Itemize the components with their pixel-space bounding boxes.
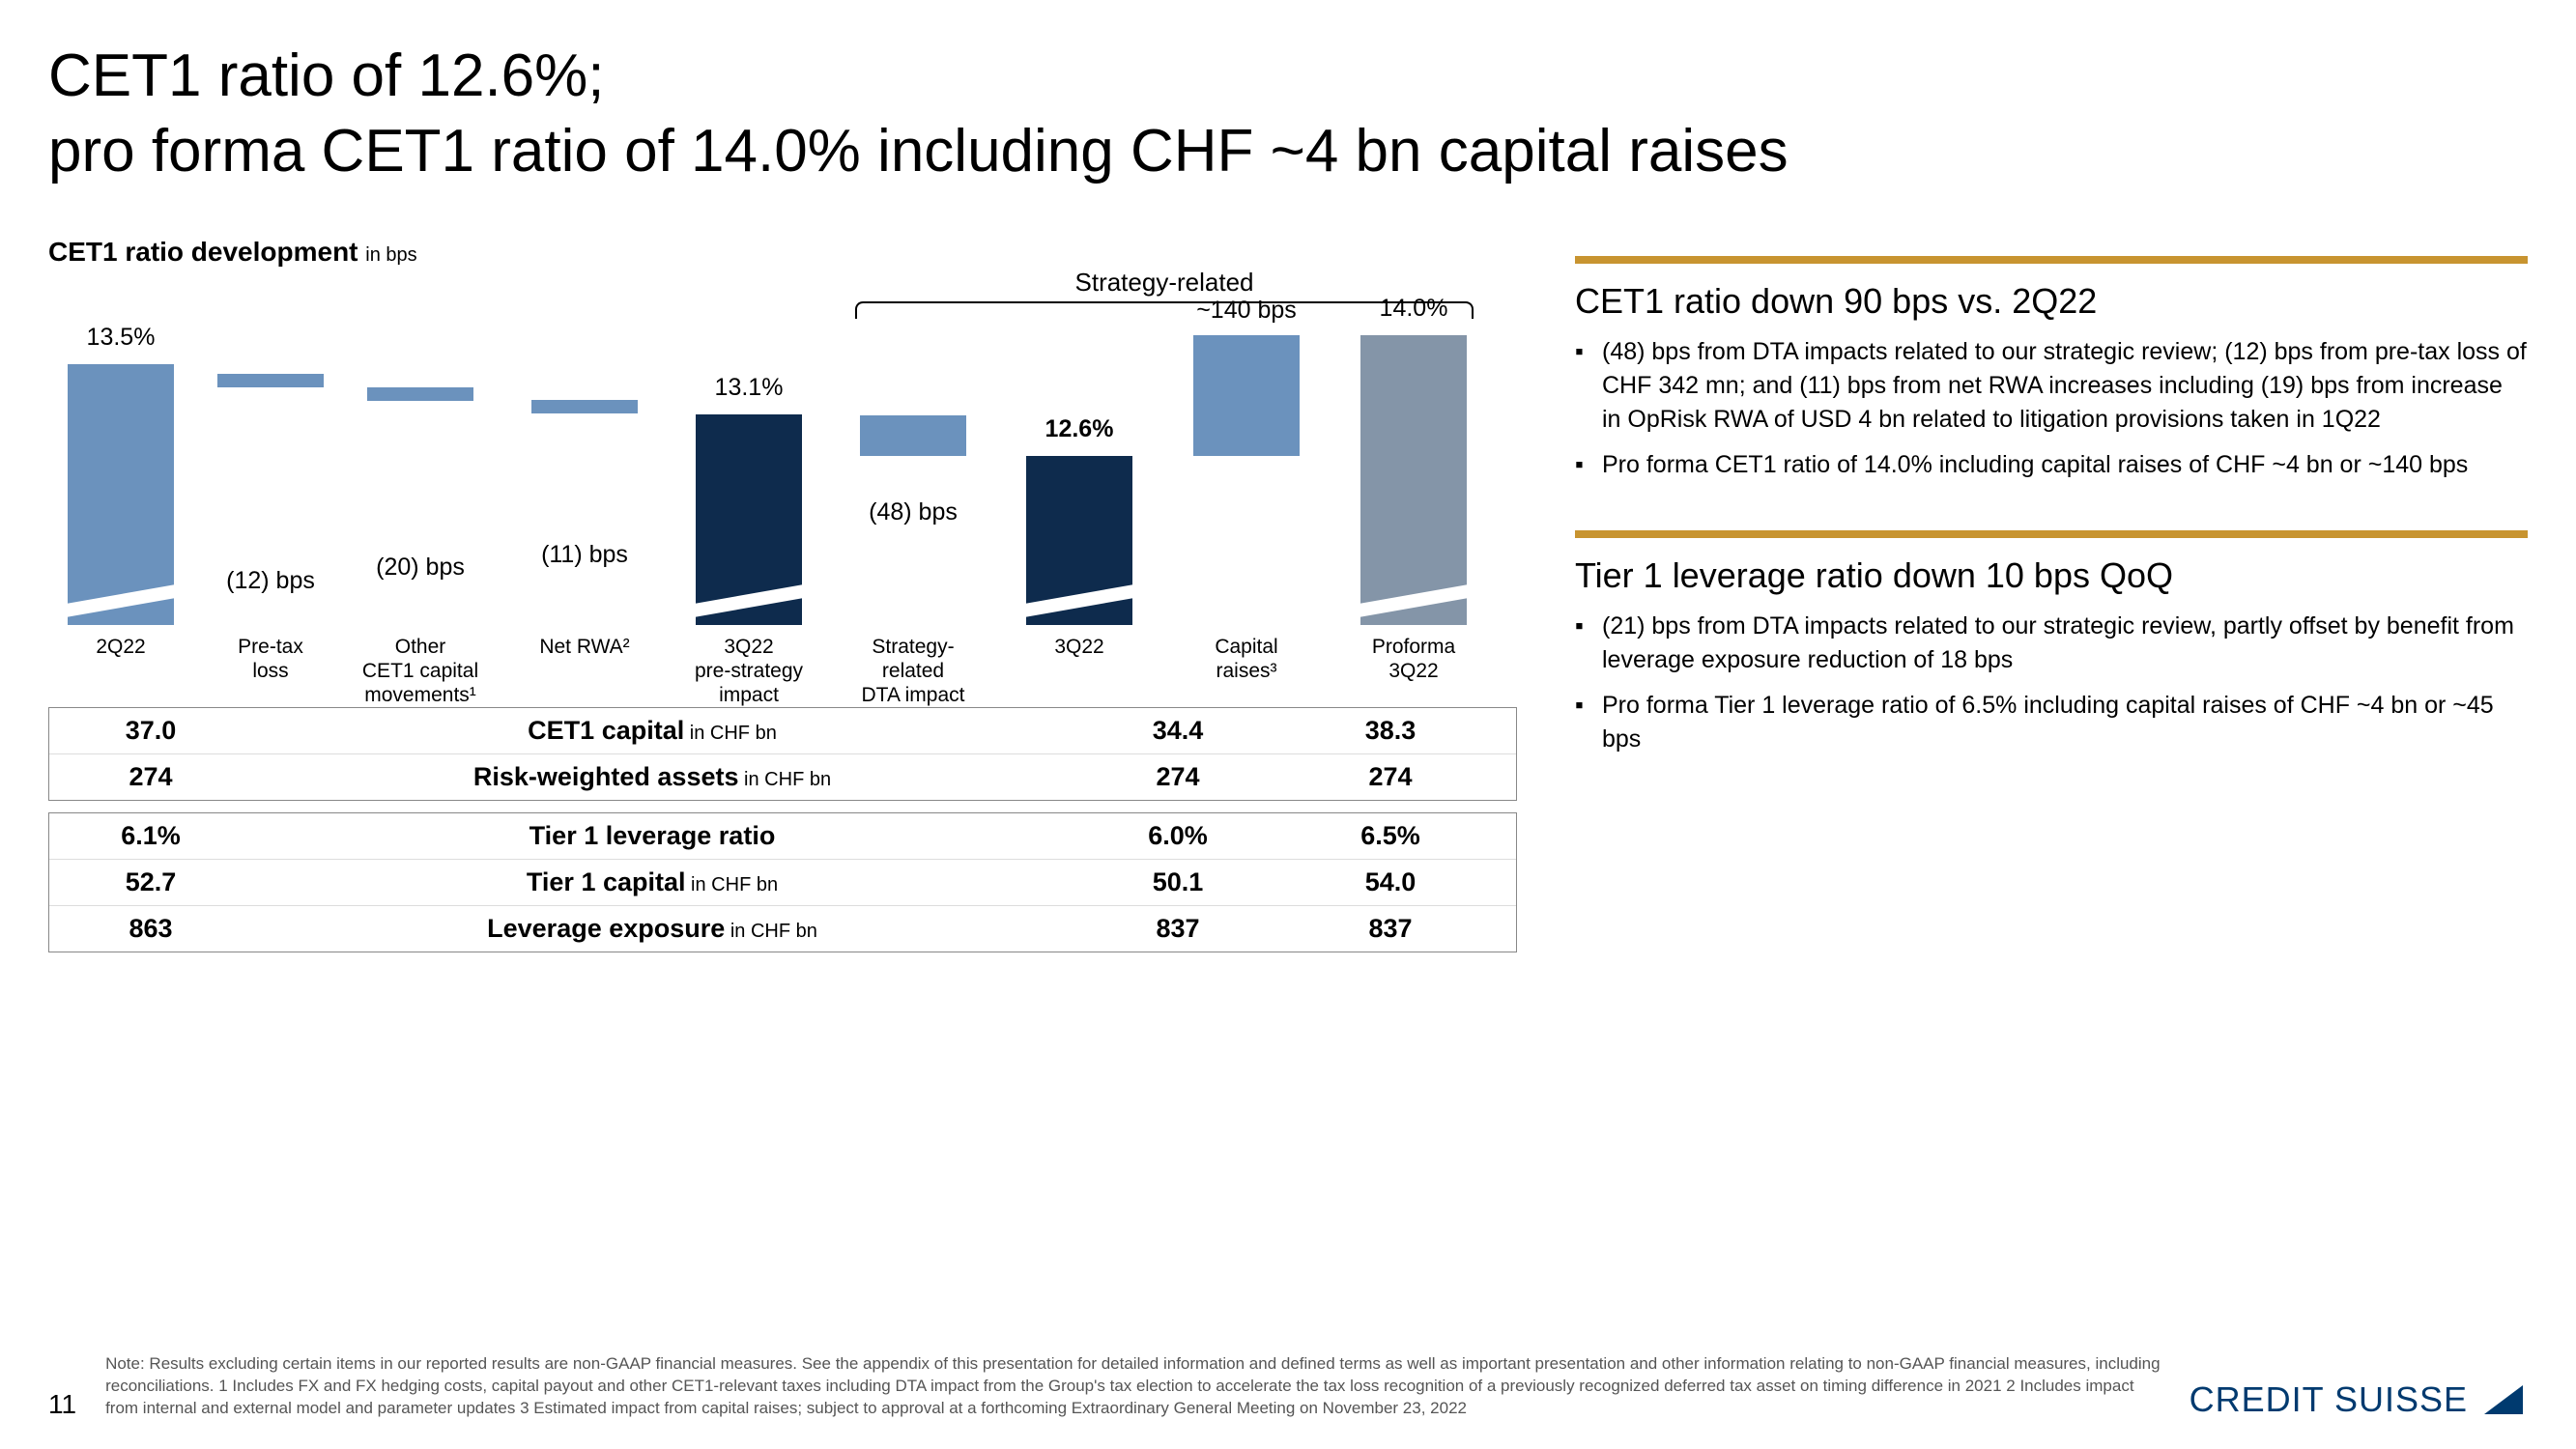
bullet-text: Pro forma Tier 1 leverage ratio of 6.5% … xyxy=(1602,689,2528,756)
bar-bottom-label-1: Pre-taxloss xyxy=(193,635,348,683)
info-section-1: Tier 1 leverage ratio down 10 bps QoQ ▪(2… xyxy=(1575,530,2528,756)
table-cell: 837 xyxy=(1284,914,1497,944)
chart-bar-7 xyxy=(1193,335,1300,456)
table-row: 37.0CET1 capital in CHF bn34.438.3 xyxy=(49,708,1516,754)
bar-top-label-5: (48) bps xyxy=(841,498,986,526)
bar-top-label-2: (20) bps xyxy=(348,554,493,582)
sail-icon xyxy=(2479,1380,2528,1419)
bullet-item: ▪Pro forma Tier 1 leverage ratio of 6.5%… xyxy=(1575,689,2528,756)
info-section-0: CET1 ratio down 90 bps vs. 2Q22 ▪(48) bps… xyxy=(1575,256,2528,482)
table-cell: 6.5% xyxy=(1284,821,1497,851)
bar-bottom-label-5: Strategy-relatedDTA impact xyxy=(836,635,990,708)
chart-bar-0 xyxy=(68,364,174,625)
table-row: 863Leverage exposure in CHF bn837837 xyxy=(49,906,1516,952)
bar-bottom-label-6: 3Q22 xyxy=(1002,635,1157,659)
footnote-text: Note: Results excluding certain items in… xyxy=(105,1353,2161,1420)
table-cell: 863 xyxy=(69,914,233,944)
waterfall-chart: Strategy-related13.5%2Q22(12) bpsPre-tax… xyxy=(48,297,1517,683)
main-content: CET1 ratio development in bps Strategy-r… xyxy=(48,237,2528,964)
chart-bar-2 xyxy=(367,387,473,401)
bar-top-label-4: 13.1% xyxy=(676,374,821,402)
bullet-marker: ▪ xyxy=(1575,610,1602,677)
table-leverage: 6.1%Tier 1 leverage ratio6.0%6.5%52.7Tie… xyxy=(48,812,1517,952)
bar-top-label-6: 12.6% xyxy=(1007,415,1152,443)
table-cell: 6.1% xyxy=(69,821,233,851)
chart-header-main: CET1 ratio development xyxy=(48,237,358,267)
section-title: CET1 ratio down 90 bps vs. 2Q22 xyxy=(1575,281,2528,322)
logo-text: CREDIT SUISSE xyxy=(2190,1379,2468,1420)
table-cell: 34.4 xyxy=(1072,716,1284,746)
table-cell: 50.1 xyxy=(1072,867,1284,897)
slide-footer: 11 Note: Results excluding certain items… xyxy=(48,1353,2528,1420)
bullet-text: (21) bps from DTA impacts related to our… xyxy=(1602,610,2528,677)
page-number: 11 xyxy=(48,1389,76,1420)
bullet-text: (48) bps from DTA impacts related to our… xyxy=(1602,335,2528,437)
chart-bar-8 xyxy=(1360,335,1467,625)
strategy-related-label: Strategy-related xyxy=(855,268,1474,298)
table-cell: 274 xyxy=(69,762,233,792)
metrics-tables: 37.0CET1 capital in CHF bn34.438.3274Ris… xyxy=(48,707,1517,952)
bar-top-label-7: ~140 bps xyxy=(1174,297,1319,325)
section-title: Tier 1 leverage ratio down 10 bps QoQ xyxy=(1575,555,2528,596)
bullet-marker: ▪ xyxy=(1575,335,1602,437)
chart-bar-1 xyxy=(217,374,324,387)
bar-top-label-8: 14.0% xyxy=(1341,295,1486,323)
bullet-text: Pro forma CET1 ratio of 14.0% including … xyxy=(1602,448,2528,482)
bar-top-label-0: 13.5% xyxy=(48,324,193,352)
chart-bar-5 xyxy=(860,415,966,456)
bar-top-label-1: (12) bps xyxy=(198,567,343,595)
table-cell: 52.7 xyxy=(69,867,233,897)
table-cell: 837 xyxy=(1072,914,1284,944)
slide-title: CET1 ratio of 12.6%; pro forma CET1 rati… xyxy=(48,39,2528,188)
table-cell: CET1 capital in CHF bn xyxy=(233,716,1072,746)
brand-logo: CREDIT SUISSE xyxy=(2190,1379,2528,1420)
section-accent-bar xyxy=(1575,530,2528,538)
table-cell: 54.0 xyxy=(1284,867,1497,897)
title-line-2: pro forma CET1 ratio of 14.0% including … xyxy=(48,114,2528,189)
chart-header-sub: in bps xyxy=(365,244,416,266)
chart-bar-3 xyxy=(531,400,638,413)
section-accent-bar xyxy=(1575,256,2528,264)
table-cell: 274 xyxy=(1284,762,1497,792)
chart-header: CET1 ratio development in bps xyxy=(48,237,1517,268)
bar-bottom-label-0: 2Q22 xyxy=(43,635,198,659)
table-cell: 274 xyxy=(1072,762,1284,792)
table-cell: 38.3 xyxy=(1284,716,1497,746)
bar-bottom-label-8: Proforma3Q22 xyxy=(1336,635,1491,683)
table-cell: Tier 1 leverage ratio xyxy=(233,821,1072,851)
chart-bar-6 xyxy=(1026,456,1132,625)
table-capital: 37.0CET1 capital in CHF bn34.438.3274Ris… xyxy=(48,707,1517,801)
left-column: CET1 ratio development in bps Strategy-r… xyxy=(48,237,1517,964)
bar-bottom-label-7: Capitalraises³ xyxy=(1169,635,1324,683)
table-cell: Tier 1 capital in CHF bn xyxy=(233,867,1072,897)
bullet-item: ▪Pro forma CET1 ratio of 14.0% including… xyxy=(1575,448,2528,482)
bar-top-label-3: (11) bps xyxy=(512,541,657,569)
bar-bottom-label-2: OtherCET1 capitalmovements¹ xyxy=(343,635,498,708)
right-column: CET1 ratio down 90 bps vs. 2Q22▪(48) bps… xyxy=(1575,237,2528,964)
bullet-marker: ▪ xyxy=(1575,448,1602,482)
bullet-item: ▪(48) bps from DTA impacts related to ou… xyxy=(1575,335,2528,437)
bullet-marker: ▪ xyxy=(1575,689,1602,756)
title-line-1: CET1 ratio of 12.6%; xyxy=(48,39,2528,114)
table-cell: Leverage exposure in CHF bn xyxy=(233,914,1072,944)
table-row: 52.7Tier 1 capital in CHF bn50.154.0 xyxy=(49,860,1516,906)
table-row: 274Risk-weighted assets in CHF bn274274 xyxy=(49,754,1516,800)
table-cell: 6.0% xyxy=(1072,821,1284,851)
table-row: 6.1%Tier 1 leverage ratio6.0%6.5% xyxy=(49,813,1516,860)
table-cell: 37.0 xyxy=(69,716,233,746)
bar-bottom-label-3: Net RWA² xyxy=(507,635,662,659)
chart-bar-4 xyxy=(696,414,802,625)
bar-bottom-label-4: 3Q22pre-strategyimpact xyxy=(672,635,826,708)
table-cell: Risk-weighted assets in CHF bn xyxy=(233,762,1072,792)
bullet-item: ▪(21) bps from DTA impacts related to ou… xyxy=(1575,610,2528,677)
